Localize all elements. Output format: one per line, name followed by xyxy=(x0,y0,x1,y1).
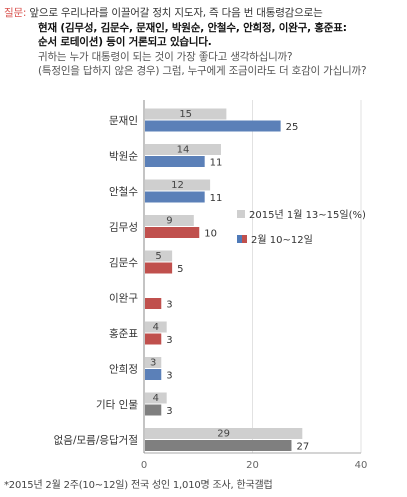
data-label-feb: 3 xyxy=(166,371,172,382)
bar-feb xyxy=(145,120,281,132)
data-label-jan: 4 xyxy=(153,393,159,404)
question-line-5: (특정인을 답하지 않은 경우) 그럼, 누구에게 조금이라도 더 호감이 가십… xyxy=(38,65,367,78)
question-text: 질문: 앞으로 우리나라를 이끌어갈 정치 지도자, 즉 다음 번 대통령감으로… xyxy=(4,6,404,79)
data-label-jan: 12 xyxy=(171,180,184,191)
legend-swatch-jan xyxy=(237,210,245,218)
question-label: 질문: xyxy=(4,7,27,19)
bar-feb xyxy=(145,262,173,274)
category-label: 문재인 xyxy=(109,115,138,127)
footnote: *2015년 2월 2주(10~12일) 전국 성인 1,010명 조사, 한국… xyxy=(4,480,273,491)
category-label: 이완구 xyxy=(109,292,138,305)
bar-jan xyxy=(145,321,167,333)
bar-feb xyxy=(145,191,205,203)
data-label-feb: 27 xyxy=(296,442,309,453)
data-label-feb: 10 xyxy=(204,229,217,240)
bar-feb xyxy=(145,227,200,238)
data-label-jan: 29 xyxy=(217,429,230,440)
data-label-jan: 5 xyxy=(155,251,161,262)
x-tick-label: 0 xyxy=(141,460,147,471)
category-label: 안희정 xyxy=(109,364,138,376)
bar-jan xyxy=(145,215,194,226)
data-label-jan: 15 xyxy=(179,109,192,120)
question-line-3: 순서 로테이션) 등이 거론되고 있습니다. xyxy=(38,36,212,49)
bar-jan xyxy=(145,144,221,155)
bar-jan xyxy=(145,392,167,404)
category-label: 김문수 xyxy=(109,257,138,269)
x-tick-label: 20 xyxy=(246,460,259,471)
bar-feb xyxy=(145,404,162,416)
bar-jan xyxy=(145,357,162,368)
data-label-feb: 3 xyxy=(166,335,172,346)
bar-jan xyxy=(145,108,227,120)
legend-label-jan: 2015년 1월 13~15일(%) xyxy=(249,209,366,221)
category-label: 홍준표 xyxy=(109,327,138,340)
category-label: 박원순 xyxy=(109,151,138,163)
bar-feb xyxy=(145,333,162,345)
bar-feb xyxy=(145,369,162,380)
bar-feb xyxy=(145,440,292,451)
data-label-feb: 11 xyxy=(210,193,223,204)
bar-jan xyxy=(145,179,211,191)
x-tick-label: 40 xyxy=(355,460,368,471)
category-label: 김무성 xyxy=(109,222,138,234)
data-label-feb: 3 xyxy=(166,300,172,311)
bar-jan xyxy=(145,428,303,439)
data-label-feb: 11 xyxy=(210,158,223,169)
category-label: 없음/모름/응답거절 xyxy=(54,434,138,447)
data-label-jan: 9 xyxy=(166,216,172,227)
data-label-feb: 3 xyxy=(166,406,172,417)
data-label-jan: 3 xyxy=(150,358,156,369)
data-label-jan: 14 xyxy=(177,145,190,156)
bar-jan xyxy=(145,250,173,262)
data-label-jan: 4 xyxy=(153,322,159,333)
data-label-feb: 5 xyxy=(177,264,183,275)
category-label: 안철수 xyxy=(109,186,138,198)
bar-feb xyxy=(145,298,162,309)
data-label-feb: 25 xyxy=(286,122,299,133)
bar-feb xyxy=(145,156,205,167)
legend-swatch-feb-red xyxy=(242,235,247,243)
question-line-2: 현재 (김무성, 김문수, 문재인, 박원순, 안철수, 안희정, 이완구, 홍… xyxy=(38,21,347,34)
legend-swatch-feb-blue xyxy=(237,235,242,243)
category-label: 기타 인물 xyxy=(96,399,138,411)
question-line-4: 귀하는 누가 대통령이 되는 것이 가장 좋다고 생각하십니까? xyxy=(38,50,293,63)
legend-label-feb: 2월 10~12일 xyxy=(251,234,313,246)
question-line-1: 앞으로 우리나라를 이끌어갈 정치 지도자, 즉 다음 번 대통령감으로는 xyxy=(29,7,323,19)
